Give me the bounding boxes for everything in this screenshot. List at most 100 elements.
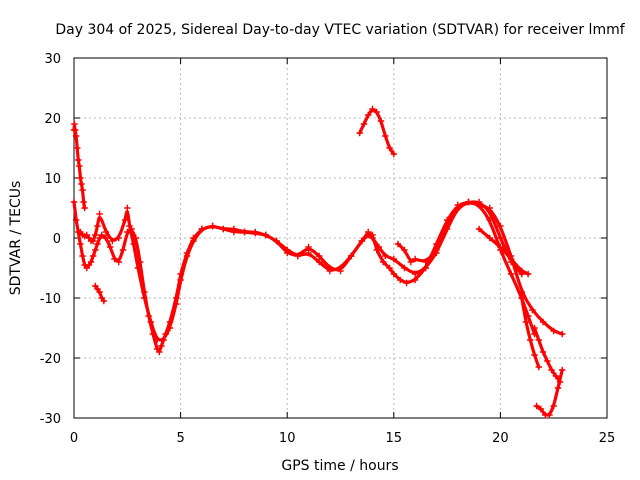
data-point [115, 258, 122, 266]
data-point [443, 222, 451, 230]
data-point [79, 252, 86, 260]
data-point [422, 264, 429, 272]
data-point [379, 258, 387, 266]
data-point [497, 222, 504, 230]
data-point [94, 222, 101, 230]
data-point [403, 279, 410, 287]
data-point [401, 264, 408, 272]
x-tick-label: 5 [176, 431, 184, 446]
data-point [156, 348, 163, 356]
data-point [535, 336, 542, 344]
x-axis-label: GPS time / hours [281, 458, 398, 474]
data-point [365, 231, 372, 239]
series-track-tertiary-2 [475, 225, 532, 278]
data-point [109, 237, 116, 245]
data-point [126, 222, 133, 230]
series-trace [78, 200, 524, 342]
x-tick-label: 20 [492, 431, 509, 446]
data-point [390, 270, 397, 278]
data-point [533, 402, 540, 410]
data-point [537, 405, 545, 413]
data-point [377, 117, 385, 125]
data-point [153, 336, 161, 344]
series-tail-drop-3 [531, 324, 564, 386]
data-point [390, 255, 397, 263]
series-layer [70, 105, 566, 419]
data-point [486, 204, 493, 212]
data-point [401, 246, 408, 254]
data-point [548, 366, 555, 374]
data-point [111, 255, 118, 263]
data-point [305, 243, 312, 251]
data-point [183, 252, 191, 260]
data-point [529, 306, 536, 314]
series-track-tertiary [394, 198, 566, 338]
data-point [141, 294, 148, 302]
series-early-spike [70, 120, 88, 212]
data-point [102, 228, 110, 236]
data-point [382, 252, 389, 260]
series-tail-drop-1 [518, 294, 542, 371]
data-point [71, 120, 78, 128]
data-point [96, 210, 103, 218]
data-point [107, 243, 114, 251]
series-trace [532, 326, 562, 384]
series-markers [533, 366, 566, 419]
data-point [465, 198, 472, 206]
y-tick-label: -20 [40, 352, 61, 367]
data-point [115, 234, 122, 242]
data-point [522, 318, 530, 326]
data-point [531, 351, 538, 359]
data-point [220, 225, 227, 233]
data-point [544, 357, 551, 365]
y-tick-label: 10 [44, 172, 61, 187]
axis-ticks: 0 5 10 15 20 25 -30 -20 -10 0 10 20 30 [40, 52, 616, 446]
data-point [100, 297, 108, 305]
data-point [375, 243, 383, 251]
data-point [358, 237, 366, 245]
data-point [252, 228, 259, 236]
data-point [166, 324, 174, 332]
data-point [134, 264, 142, 272]
data-point [79, 186, 86, 194]
series-markers [77, 198, 525, 344]
series-trace [72, 200, 537, 353]
data-point [369, 234, 376, 242]
data-point [121, 216, 129, 224]
data-point [396, 276, 404, 284]
data-point [524, 270, 532, 278]
data-point [77, 240, 84, 248]
data-point [369, 105, 376, 113]
data-point [177, 276, 184, 284]
data-point [190, 237, 197, 245]
data-point [87, 258, 95, 266]
data-point [356, 129, 363, 137]
data-point [454, 204, 461, 212]
data-point [160, 336, 167, 344]
data-point [173, 300, 180, 308]
data-point [92, 231, 99, 239]
data-point [94, 240, 101, 248]
data-point [559, 330, 566, 338]
data-point [71, 126, 79, 134]
x-tick-label: 25 [599, 431, 616, 446]
data-point [550, 402, 557, 410]
series-tail-drop-2 [533, 366, 566, 419]
series-markers [518, 294, 542, 371]
data-point [273, 237, 280, 245]
data-point [315, 252, 323, 260]
data-point [394, 240, 402, 248]
y-axis-label: SDTVAR / TECUs [8, 181, 24, 296]
data-point [284, 249, 291, 257]
data-point [507, 270, 515, 278]
data-point [407, 258, 415, 266]
series-markers [70, 120, 88, 212]
series-markers [531, 324, 564, 386]
data-point [527, 336, 534, 344]
data-point [365, 111, 372, 119]
data-point [539, 348, 547, 356]
data-point [507, 255, 515, 263]
data-point [294, 252, 302, 260]
data-point [539, 318, 547, 326]
